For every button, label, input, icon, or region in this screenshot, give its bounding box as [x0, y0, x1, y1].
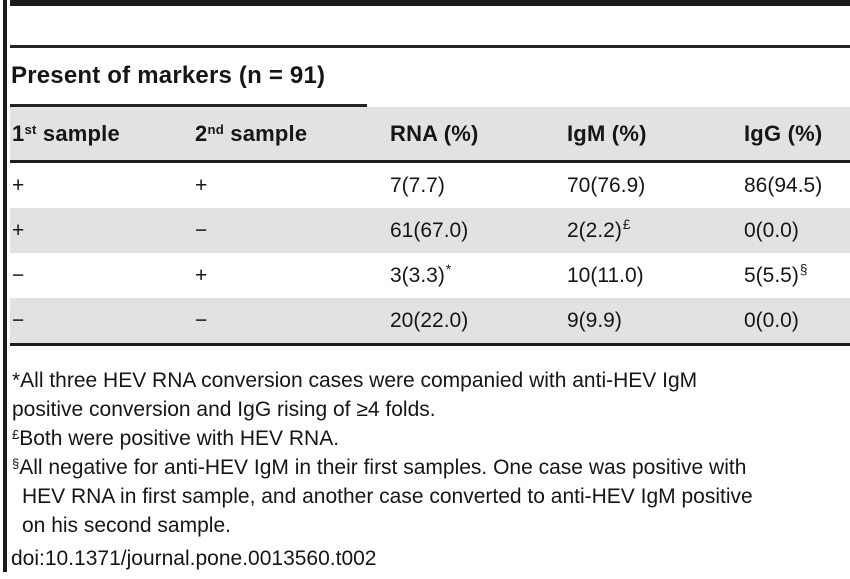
left-border-rule	[3, 0, 7, 572]
cell-rna: 7(7.7)	[390, 172, 446, 197]
footnote-marker	[468, 307, 469, 322]
cell-igm: 9(9.9)	[567, 307, 623, 332]
footnote-marker	[468, 217, 469, 232]
group-header-underline	[10, 104, 367, 107]
cell-first-sample: +	[12, 218, 25, 242]
footnote-marker	[644, 262, 645, 277]
ordinal-superscript: st	[24, 121, 37, 137]
cell-second-sample: +	[195, 263, 208, 287]
footnote-line: §All negative for anti-HEV IgM in their …	[12, 456, 747, 479]
cell-second-sample: −	[195, 218, 208, 242]
footnote-line: HEV RNA in first sample, and another cas…	[22, 485, 753, 508]
table-row: − + 3(3.3)* 10(11.0) 5(5.5)§	[10, 253, 850, 298]
footnote-marker: §	[799, 262, 808, 277]
cell-igg: 86(94.5)	[744, 172, 823, 197]
table-footnotes: *All three HEV RNA conversion cases were…	[12, 366, 753, 540]
cell-igg: 0(0.0)	[744, 307, 800, 332]
cell-igm: 70(76.9)	[567, 172, 646, 197]
top-rule	[10, 0, 850, 6]
footnote-line: positive conversion and IgG rising of ≥4…	[12, 398, 436, 421]
column-header-second-sample: 2nd sample	[195, 120, 308, 146]
footnote-marker	[645, 172, 646, 187]
column-header-igm: IgM (%)	[567, 120, 647, 146]
table-row: + + 7(7.7) 70(76.9) 86(94.5)	[10, 163, 850, 208]
footnote-line: on his second sample.	[22, 514, 231, 537]
cell-rna: 20(22.0)	[390, 307, 469, 332]
footnote-marker	[622, 307, 623, 322]
column-header-rna: RNA (%)	[390, 120, 479, 146]
table-group-header: Present of markers (n = 91)	[11, 62, 326, 89]
cell-first-sample: +	[12, 173, 25, 197]
footnote-marker: *	[445, 262, 452, 277]
footnote-marker	[822, 172, 823, 187]
table-top-rule	[10, 45, 850, 48]
table-row: − − 20(22.0) 9(9.9) 0(0.0)	[10, 298, 850, 343]
cell-igg: 0(0.0)	[744, 217, 800, 242]
table-row: + − 61(67.0) 2(2.2)£ 0(0.0)	[10, 208, 850, 253]
ordinal-superscript: nd	[207, 121, 224, 137]
table-header-row: 1st sample 2nd sample RNA (%) IgM (%) Ig…	[10, 107, 850, 163]
footnote-marker: £	[12, 427, 20, 443]
cell-first-sample: −	[12, 263, 25, 287]
cell-second-sample: −	[195, 308, 208, 332]
cell-rna: 3(3.3)*	[390, 262, 452, 287]
cell-igm: 2(2.2)£	[567, 217, 631, 242]
footnote-marker	[799, 217, 800, 232]
footnote-marker	[799, 307, 800, 322]
column-header-first-sample: 1st sample	[12, 120, 120, 146]
cell-first-sample: −	[12, 308, 25, 332]
footnote-marker	[445, 172, 446, 187]
footnote-marker: £	[622, 217, 631, 232]
footnote-line: *All three HEV RNA conversion cases were…	[12, 369, 698, 392]
column-header-igg: IgG (%)	[744, 120, 823, 146]
cell-igm: 10(11.0)	[567, 262, 645, 287]
footnote-line: £Both were positive with HEV RNA.	[12, 427, 340, 450]
cell-igg: 5(5.5)§	[744, 262, 808, 287]
cell-rna: 61(67.0)	[390, 217, 469, 242]
cell-second-sample: +	[195, 173, 208, 197]
footnote-marker: §	[12, 456, 20, 472]
markers-table: 1st sample 2nd sample RNA (%) IgM (%) Ig…	[10, 107, 850, 346]
doi-line: doi:10.1371/journal.pone.0013560.t002	[11, 547, 377, 570]
